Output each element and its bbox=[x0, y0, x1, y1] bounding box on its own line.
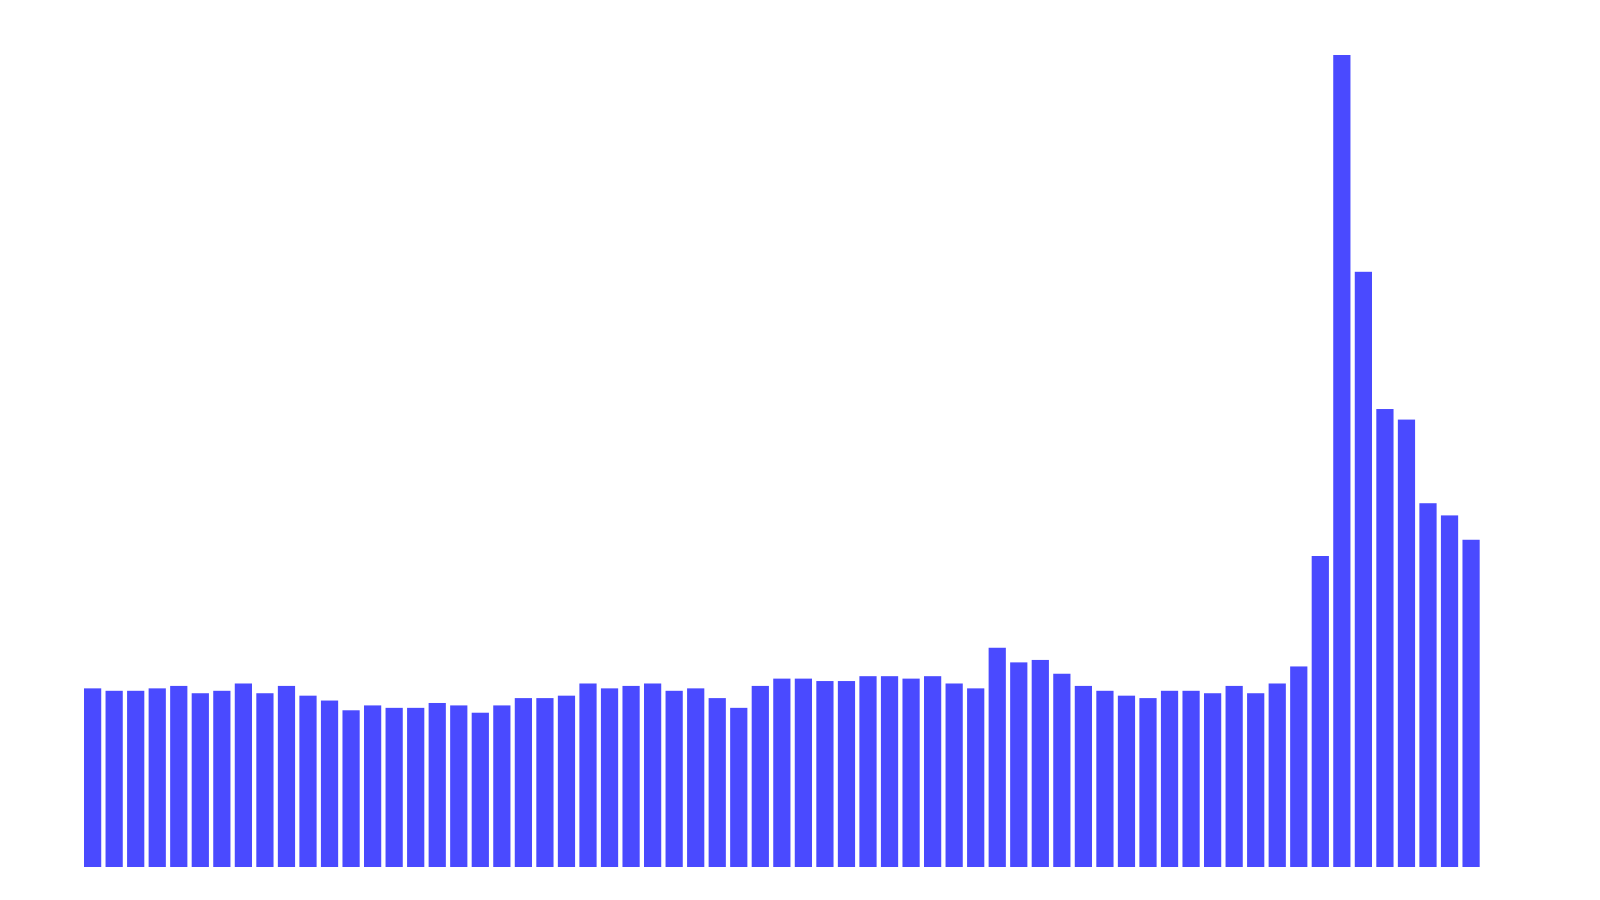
bar bbox=[600, 688, 619, 867]
bar bbox=[428, 702, 446, 867]
bar bbox=[644, 683, 662, 867]
bar bbox=[665, 690, 683, 867]
bar bbox=[945, 683, 963, 867]
bar bbox=[1096, 690, 1114, 867]
bar bbox=[148, 688, 166, 867]
bar bbox=[1160, 690, 1179, 867]
bar bbox=[1397, 419, 1416, 867]
bar bbox=[837, 681, 856, 867]
bar bbox=[708, 698, 726, 867]
bar bbox=[1010, 662, 1028, 867]
bar bbox=[1354, 271, 1372, 867]
bar bbox=[880, 676, 899, 867]
bar bbox=[622, 685, 640, 867]
bar bbox=[1419, 503, 1437, 867]
bar bbox=[816, 681, 834, 867]
bar bbox=[1117, 695, 1136, 867]
bar bbox=[924, 676, 942, 867]
bar bbox=[687, 688, 705, 867]
bar bbox=[1290, 666, 1308, 867]
bar bbox=[1053, 673, 1071, 867]
bar bbox=[213, 690, 231, 867]
bar bbox=[364, 705, 382, 867]
bar bbox=[1311, 556, 1329, 867]
bar bbox=[170, 685, 188, 867]
bar bbox=[1031, 659, 1049, 867]
bar bbox=[320, 700, 339, 867]
bar bbox=[450, 705, 468, 867]
bar bbox=[1247, 693, 1265, 867]
bar bbox=[256, 693, 274, 867]
bar bbox=[1376, 409, 1394, 867]
bar bbox=[794, 678, 812, 867]
bar bbox=[967, 688, 985, 867]
bar bbox=[105, 690, 123, 867]
bar bbox=[536, 698, 554, 867]
bar bbox=[493, 705, 511, 867]
bar bbox=[127, 690, 145, 867]
bar bbox=[1074, 685, 1092, 867]
bar bbox=[1225, 685, 1243, 867]
bar bbox=[751, 685, 769, 867]
bar bbox=[342, 710, 360, 867]
bar bbox=[385, 707, 403, 867]
bar bbox=[1333, 55, 1351, 867]
bar bbox=[579, 683, 597, 867]
bar bbox=[1182, 690, 1200, 867]
bar bbox=[514, 698, 532, 867]
bar bbox=[557, 695, 576, 867]
bar bbox=[84, 688, 102, 867]
bar-series bbox=[84, 55, 1480, 867]
bar bbox=[902, 678, 920, 867]
bar bbox=[1462, 539, 1480, 867]
bar bbox=[1268, 683, 1286, 867]
bar bbox=[234, 683, 252, 867]
bar bbox=[988, 647, 1006, 867]
bar bbox=[191, 693, 209, 867]
bar bbox=[1440, 515, 1459, 867]
bar bbox=[1139, 698, 1157, 867]
bar bbox=[730, 707, 748, 867]
bar bbox=[277, 685, 296, 867]
bar bbox=[1204, 693, 1222, 867]
bar bbox=[471, 712, 489, 867]
bar bbox=[773, 678, 791, 867]
bar bbox=[859, 676, 877, 867]
bar bbox=[407, 707, 425, 867]
bar bbox=[299, 695, 317, 867]
